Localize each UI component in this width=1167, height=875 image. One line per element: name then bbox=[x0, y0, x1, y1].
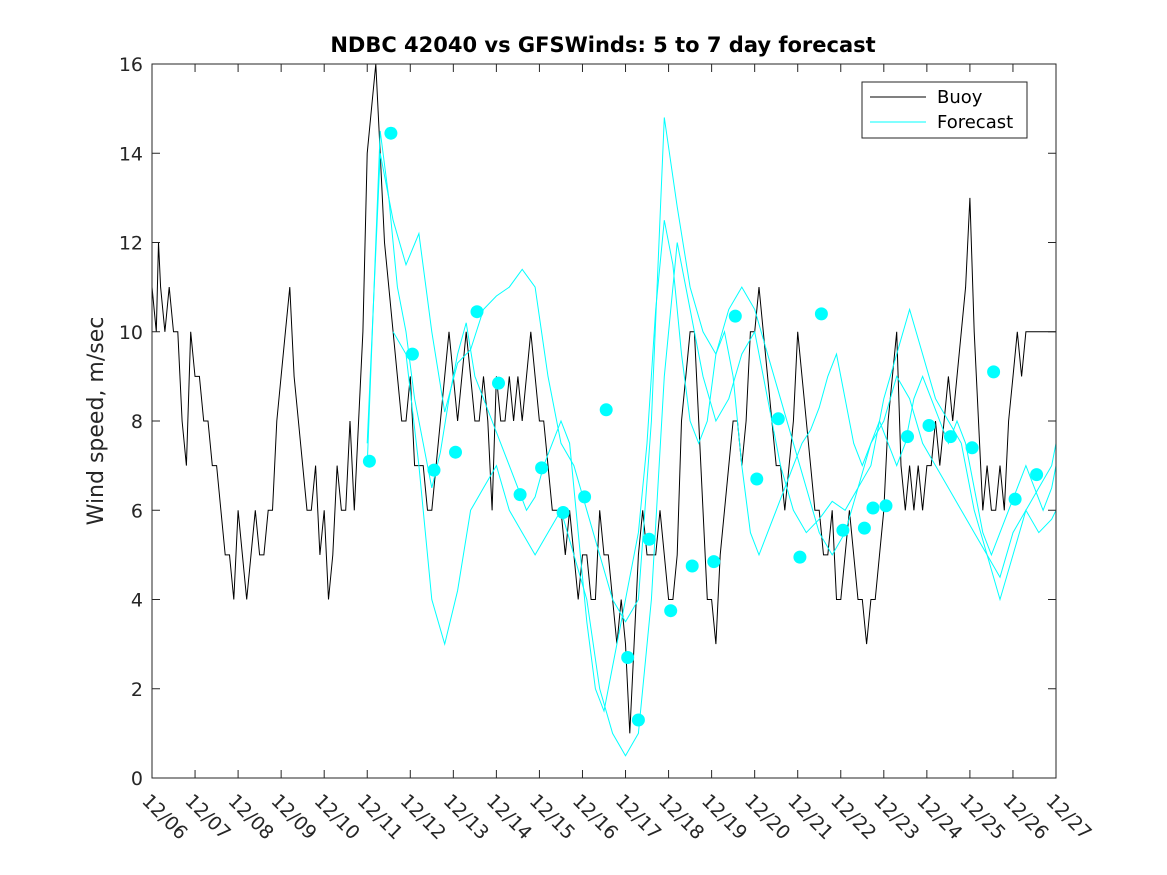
forecast-marker-4 bbox=[449, 445, 462, 459]
y-tick-label-3: 6 bbox=[131, 500, 143, 522]
legend-label-forecast: Forecast bbox=[937, 112, 1013, 133]
forecast-marker-1 bbox=[384, 126, 398, 140]
forecast-marker-28 bbox=[922, 419, 936, 432]
forecast-marker-3 bbox=[427, 463, 441, 477]
forecast-marker-26 bbox=[879, 499, 893, 513]
forecast-marker-25 bbox=[866, 501, 880, 515]
buoy-series-line bbox=[151, 63, 1056, 734]
forecast-series-line-1 bbox=[366, 117, 1057, 623]
y-tick-label-1: 2 bbox=[131, 679, 143, 701]
forecast-marker-29 bbox=[944, 430, 957, 444]
forecast-marker-33 bbox=[1030, 468, 1044, 482]
forecast-marker-14 bbox=[642, 532, 656, 546]
forecast-marker-0 bbox=[362, 454, 376, 468]
y-tick-label-2: 4 bbox=[131, 590, 143, 612]
y-tick-label-5: 10 bbox=[119, 322, 143, 344]
forecast-marker-6 bbox=[492, 376, 505, 390]
forecast-marker-5 bbox=[470, 305, 484, 319]
chart-title: NDBC 42040 vs GFSWinds: 5 to 7 day forec… bbox=[330, 33, 875, 57]
forecast-marker-21 bbox=[793, 550, 807, 564]
legend-box bbox=[861, 81, 1028, 139]
forecast-marker-7 bbox=[513, 488, 527, 502]
forecast-series-line-0 bbox=[366, 130, 1057, 713]
forecast-marker-15 bbox=[664, 604, 678, 618]
forecast-marker-23 bbox=[836, 523, 850, 537]
y-tick-label-8: 16 bbox=[119, 54, 143, 76]
forecast-series-line-2 bbox=[392, 242, 1057, 757]
forecast-marker-19 bbox=[750, 472, 764, 486]
y-tick-label-7: 14 bbox=[119, 143, 143, 165]
forecast-marker-12 bbox=[621, 651, 635, 664]
legend-label-buoy: Buoy bbox=[937, 87, 983, 108]
legend: Buoy Forecast bbox=[861, 81, 1028, 139]
y-axis-label: Wind speed, m/sec bbox=[84, 317, 109, 526]
forecast-marker-30 bbox=[965, 441, 979, 455]
forecast-marker-31 bbox=[987, 365, 1001, 379]
forecast-marker-9 bbox=[556, 506, 570, 519]
forecast-marker-2 bbox=[405, 347, 419, 361]
forecast-marker-24 bbox=[857, 521, 871, 535]
forecast-marker-18 bbox=[728, 309, 742, 323]
forecast-marker-10 bbox=[578, 490, 592, 504]
forecast-marker-22 bbox=[814, 307, 828, 321]
forecast-marker-32 bbox=[1008, 492, 1022, 506]
plot-area bbox=[152, 64, 1056, 778]
forecast-marker-16 bbox=[685, 559, 699, 573]
y-tick-label-4: 8 bbox=[131, 411, 143, 433]
forecast-marker-17 bbox=[707, 555, 721, 569]
series-layer bbox=[151, 63, 1057, 757]
y-tick-label-6: 12 bbox=[119, 233, 143, 255]
forecast-marker-20 bbox=[771, 412, 785, 426]
forecast-marker-13 bbox=[631, 713, 645, 727]
forecast-marker-8 bbox=[535, 461, 549, 475]
y-tick-label-0: 0 bbox=[131, 768, 143, 790]
forecast-marker-27 bbox=[901, 430, 914, 444]
forecast-marker-11 bbox=[599, 403, 613, 417]
